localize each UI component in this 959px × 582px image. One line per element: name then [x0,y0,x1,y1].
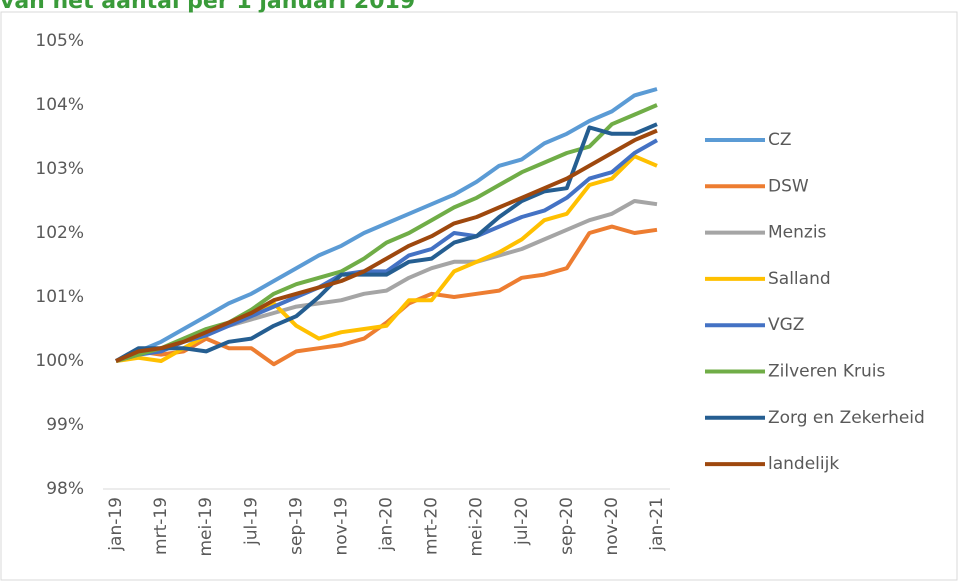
chart-title: van het aantal per 1 januari 2019 [0,0,415,14]
x-tick-label: jul-19 [241,497,261,546]
x-tick-label: jan-19 [106,497,126,552]
x-tick-label: sep-20 [557,497,577,555]
series-line [115,128,658,363]
x-tick-label: jan-21 [647,497,667,552]
legend-label: CZ [768,130,792,150]
x-tick-label: jul-20 [512,497,532,546]
x-tick-label: mrt-20 [422,497,442,555]
x-tick-label: nov-20 [602,497,622,556]
series-line [115,138,658,363]
legend-label: DSW [768,176,809,196]
legend-label: Salland [768,269,831,289]
series-line [115,87,658,363]
y-tick-label: 98% [46,479,84,499]
y-tick-label: 102% [35,223,84,243]
series-line [115,103,658,363]
legend-label: Zilveren Kruis [768,362,885,382]
legend-label: landelijk [768,454,839,474]
x-tick-label: sep-19 [286,497,306,555]
x-tick-label: mei-19 [196,497,216,557]
chart-frame [0,11,958,581]
y-tick-label: 101% [35,287,84,307]
series-line [115,224,658,367]
legend-label: Menzis [768,223,827,243]
y-tick-label: 104% [35,95,84,115]
x-tick-label: jan-20 [377,497,397,552]
legend-label: VGZ [768,315,804,335]
legend-label: Zorg en Zekerheid [768,408,925,428]
y-tick-label: 100% [35,351,84,371]
series-line [115,122,658,363]
y-tick-label: 105% [35,31,84,51]
y-tick-label: 99% [46,415,84,435]
x-tick-label: nov-19 [331,497,351,556]
x-tick-label: mei-20 [467,497,487,557]
x-tick-label: mrt-19 [151,497,171,555]
y-tick-label: 103% [35,159,84,179]
